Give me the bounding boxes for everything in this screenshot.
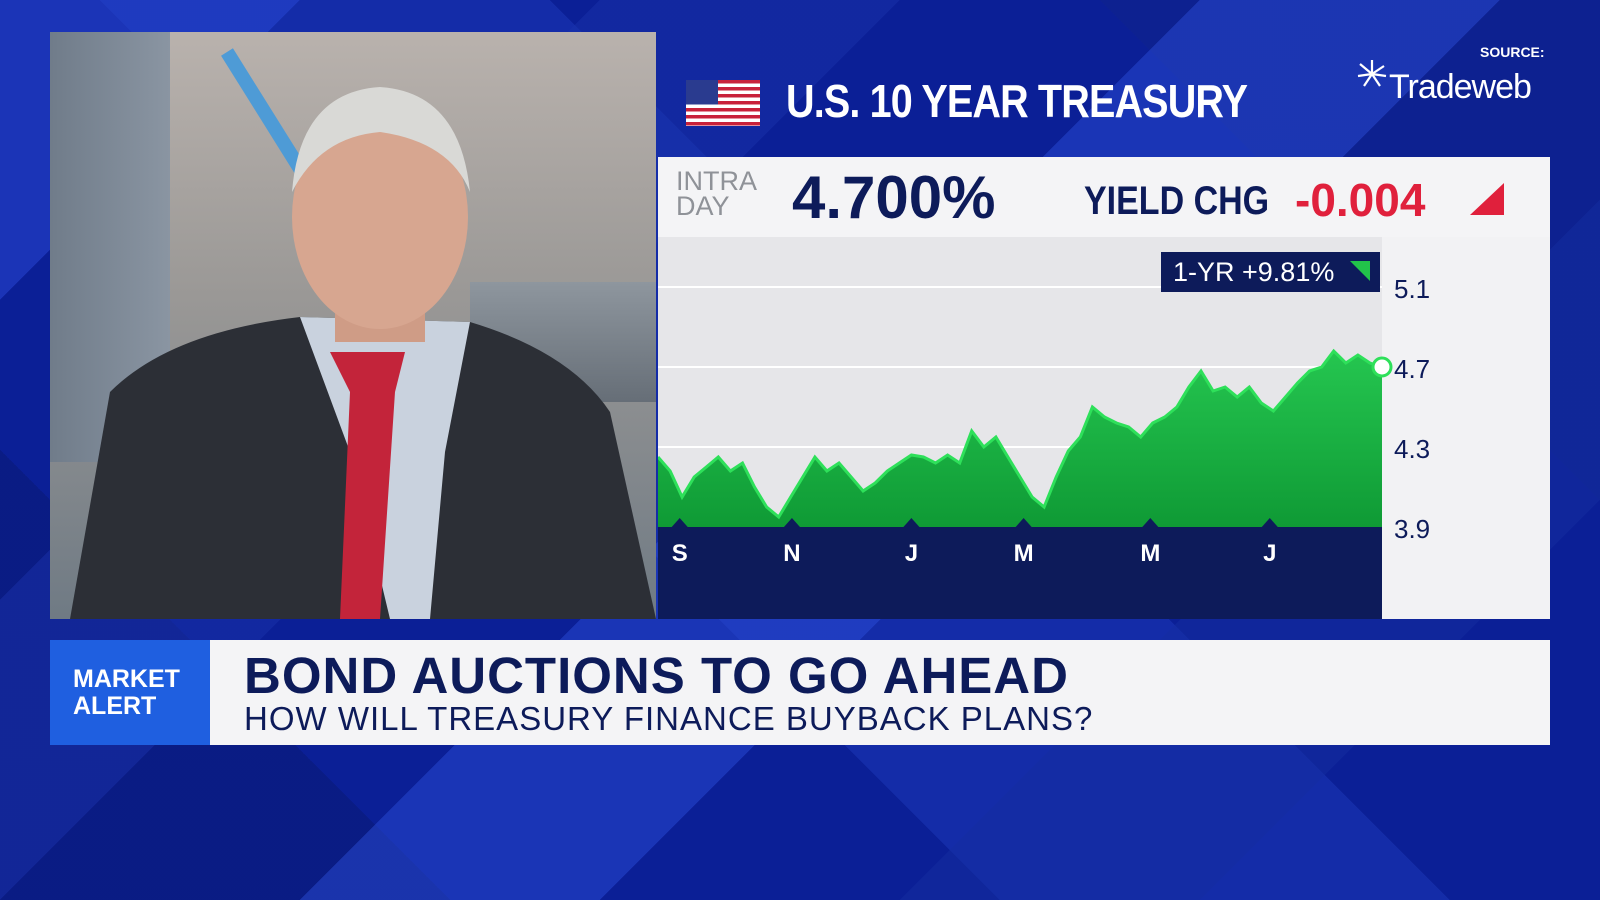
- chart-svg: 5.1 4.7 4.3 3.9 S N J M M J: [658, 274, 1430, 619]
- x-tick-marker: [1142, 518, 1159, 527]
- tradeweb-logo-icon: [1357, 60, 1387, 87]
- series-line: [658, 348, 1383, 520]
- source-name: Tradeweb: [1389, 68, 1532, 106]
- subheadline: HOW WILL TREASURY FINANCE BUYBACK PLANS?: [244, 700, 1094, 737]
- yield-change-label: YIELD CHG: [1084, 179, 1270, 223]
- x-tick-label: J: [1263, 540, 1276, 567]
- x-tick-label: N: [783, 540, 800, 567]
- chart-axis-panel: [1382, 237, 1550, 619]
- yield-chart: 5.1 4.7 4.3 3.9 S N J M M J: [658, 237, 1550, 619]
- chart-title: U.S. 10 YEAR TREASURY: [786, 75, 1248, 127]
- x-tick-marker: [1261, 518, 1278, 527]
- intraday-label: INTRA DAY: [676, 166, 756, 221]
- yield-change-value: -0.004: [1295, 174, 1426, 226]
- lower-third: BOND AUCTIONS TO GO AHEAD HOW WILL TREAS…: [210, 640, 1550, 745]
- x-tick-label: J: [905, 540, 918, 567]
- anchor-image: [70, 87, 656, 619]
- x-axis-band: [658, 527, 1382, 619]
- y-tick-label: 3.9: [1394, 514, 1430, 544]
- y-tick-label: 5.1: [1394, 274, 1430, 304]
- x-tick-marker: [903, 518, 920, 527]
- x-tick-marker: [783, 518, 800, 527]
- x-tick-label: S: [672, 540, 688, 567]
- tag-line-2: ALERT: [73, 692, 157, 720]
- one-year-change: 1-YR +9.81%: [1173, 257, 1335, 287]
- headline: BOND AUCTIONS TO GO AHEAD: [244, 647, 1069, 704]
- x-tick-marker: [671, 518, 688, 527]
- x-tick-label: M: [1140, 540, 1160, 567]
- stats-bar: INTRA DAY 4.700% YIELD CHG -0.004: [658, 157, 1550, 237]
- x-tick-marker: [1015, 518, 1032, 527]
- one-year-change-badge: 1-YR +9.81%: [1161, 252, 1380, 292]
- up-triangle-icon: [1350, 261, 1370, 281]
- last-point-marker: [1371, 356, 1393, 378]
- us-flag-icon: [686, 80, 760, 126]
- x-tick-label: M: [1014, 540, 1034, 567]
- y-tick-label: 4.7: [1394, 354, 1430, 384]
- down-triangle-icon: [1470, 183, 1504, 215]
- intraday-yield: 4.700%: [792, 164, 996, 231]
- video-feed: [50, 32, 656, 619]
- source-label: SOURCE:: [1480, 44, 1545, 60]
- series-area: [658, 351, 1382, 527]
- market-alert-tag: MARKET ALERT: [50, 640, 210, 745]
- tag-line-1: MARKET: [73, 665, 180, 693]
- y-tick-label: 4.3: [1394, 434, 1430, 464]
